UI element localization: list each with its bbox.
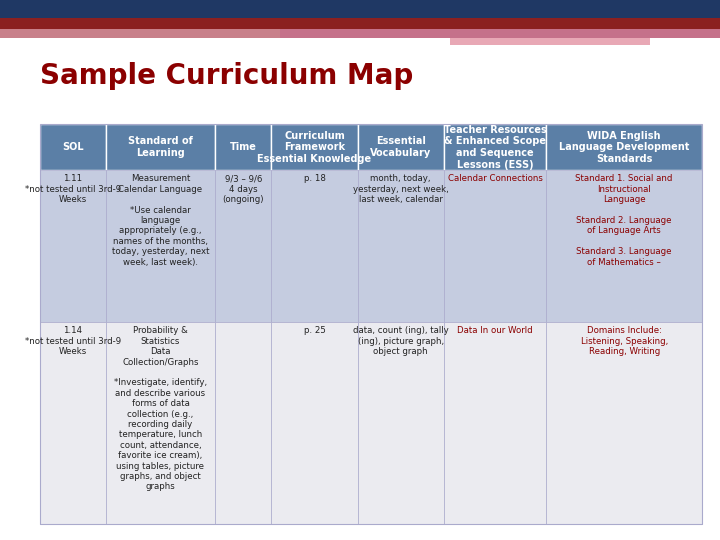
Bar [271,322,358,524]
Text: data, count (ing), tally
(ing), picture graph,
object graph: data, count (ing), tally (ing), picture … [353,326,449,356]
Bar [0,0,720,18]
Bar [546,124,702,170]
Bar [215,124,271,170]
Bar [280,29,720,38]
Bar [106,170,215,322]
Text: Data In our World: Data In our World [457,326,533,335]
Bar [546,170,702,322]
Text: Domains Include:
Listening, Speaking,
Reading, Writing: Domains Include: Listening, Speaking, Re… [580,326,667,356]
Text: WIDA English
Language Development
Standards: WIDA English Language Development Standa… [559,131,689,164]
Text: 1.11
*not tested until 3rd-9
Weeks: 1.11 *not tested until 3rd-9 Weeks [24,174,121,204]
Bar [271,170,358,322]
Bar [271,124,358,170]
Bar [358,322,444,524]
Bar [0,18,720,29]
Text: Probability &
Statistics
Data
Collection/Graphs

*Investigate, identify,
and des: Probability & Statistics Data Collection… [114,326,207,491]
Text: Time: Time [230,142,257,152]
Bar [106,124,215,170]
Text: Sample Curriculum Map: Sample Curriculum Map [40,62,413,90]
Bar [0,29,280,38]
Text: p. 25: p. 25 [304,326,325,335]
Bar [444,170,546,322]
Text: Essential
Vocabulary: Essential Vocabulary [370,137,431,158]
Bar [40,322,106,524]
Text: Calendar Connections: Calendar Connections [448,174,542,184]
Bar [215,170,271,322]
Bar [450,38,650,45]
Bar [106,322,215,524]
Text: month, today,
yesterday, next week,
last week, calendar: month, today, yesterday, next week, last… [353,174,449,204]
Text: p. 18: p. 18 [304,174,325,184]
Text: Standard of
Learning: Standard of Learning [128,137,193,158]
Text: SOL: SOL [62,142,84,152]
Bar [546,322,702,524]
Text: Standard 1. Social and
Instructional
Language

Standard 2. Language
of Language : Standard 1. Social and Instructional Lan… [575,174,673,267]
Bar [40,124,106,170]
Bar [358,170,444,322]
Bar [444,124,546,170]
Text: Teacher Resources
& Enhanced Scope
and Sequence
Lessons (ESS): Teacher Resources & Enhanced Scope and S… [444,125,546,170]
Bar [358,124,444,170]
Bar [444,322,546,524]
Text: Measurement
Calendar Language

*Use calendar
language
appropriately (e.g.,
names: Measurement Calendar Language *Use calen… [112,174,210,267]
Bar [40,124,702,524]
Bar [40,170,106,322]
Text: Curriculum
Framework
Essential Knowledge: Curriculum Framework Essential Knowledge [258,131,372,164]
Text: 9/3 – 9/6
4 days
(ongoing): 9/3 – 9/6 4 days (ongoing) [222,174,264,204]
Bar [215,322,271,524]
Text: 1.14
*not tested until 3rd-9
Weeks: 1.14 *not tested until 3rd-9 Weeks [24,326,121,356]
